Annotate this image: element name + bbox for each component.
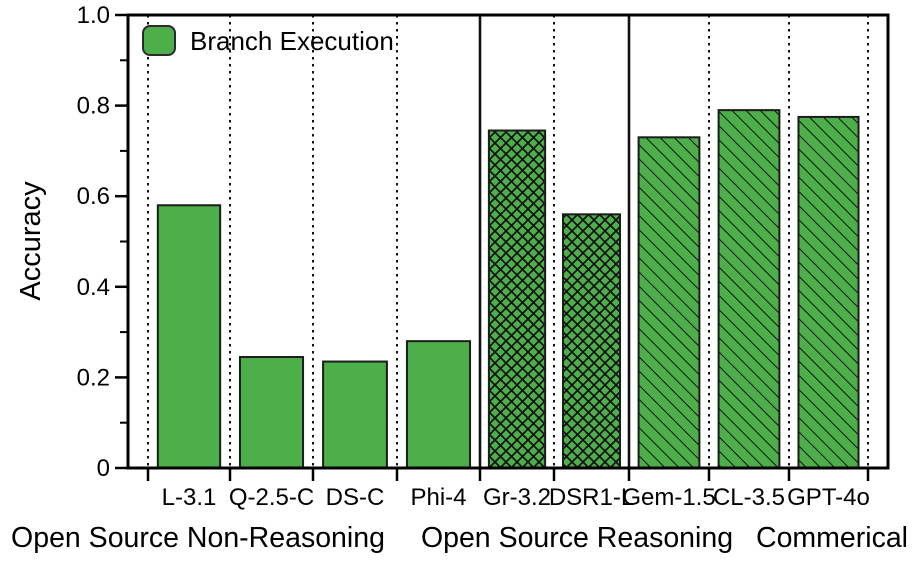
legend-swatch — [142, 25, 176, 56]
group-label-open-source-non-reasoning: Open Source Non-Reasoning — [11, 522, 385, 554]
y-tick-label-0-2: 0.2 — [77, 364, 110, 391]
y-tick-label-0-4: 0.4 — [77, 274, 110, 301]
x-tick-label-ds-c: DS-C — [326, 484, 385, 511]
y-tick-label-0-8: 0.8 — [77, 93, 110, 120]
bar-fill-l-3-1 — [157, 205, 221, 468]
x-tick-label-dsr1-l: DSR1-L — [549, 484, 634, 511]
bar-hatch-dsr1-l — [563, 214, 620, 468]
x-tick-label-gem-1-5: Gem-1.5 — [622, 484, 715, 511]
bar-hatch-cl-3-5 — [718, 110, 780, 468]
x-tick-label-gr-3-2: Gr-3.2 — [483, 484, 551, 511]
x-tick-label-l-3-1: L-3.1 — [162, 484, 217, 511]
group-label-open-source-reasoning: Open Source Reasoning — [421, 522, 733, 554]
bar-hatch-gem-1-5 — [638, 137, 700, 468]
y-axis-label: Accuracy — [15, 181, 47, 301]
legend: Branch Execution — [142, 25, 394, 56]
y-tick-label-0: 0 — [97, 455, 110, 482]
y-tick-label-0-6: 0.6 — [77, 183, 110, 210]
x-tick-label-q-2-5-c: Q-2.5-C — [229, 484, 314, 511]
x-tick-label-cl-3-5: CL-3.5 — [713, 484, 785, 511]
bar-hatch-gr-3-2 — [488, 130, 546, 468]
y-tick-label-1-0: 1.0 — [77, 2, 110, 29]
x-tick-label-gpt-4o: GPT-4o — [787, 484, 870, 511]
legend-label: Branch Execution — [190, 26, 394, 56]
group-label-commerical: Commerical — [756, 522, 908, 554]
bar-fill-phi-4 — [406, 341, 471, 468]
bar-fill-ds-c — [323, 361, 387, 468]
bar-hatch-gpt-4o — [798, 116, 859, 469]
x-tick-label-phi-4: Phi-4 — [410, 484, 466, 511]
bar-fill-q-2-5-c — [239, 357, 304, 468]
